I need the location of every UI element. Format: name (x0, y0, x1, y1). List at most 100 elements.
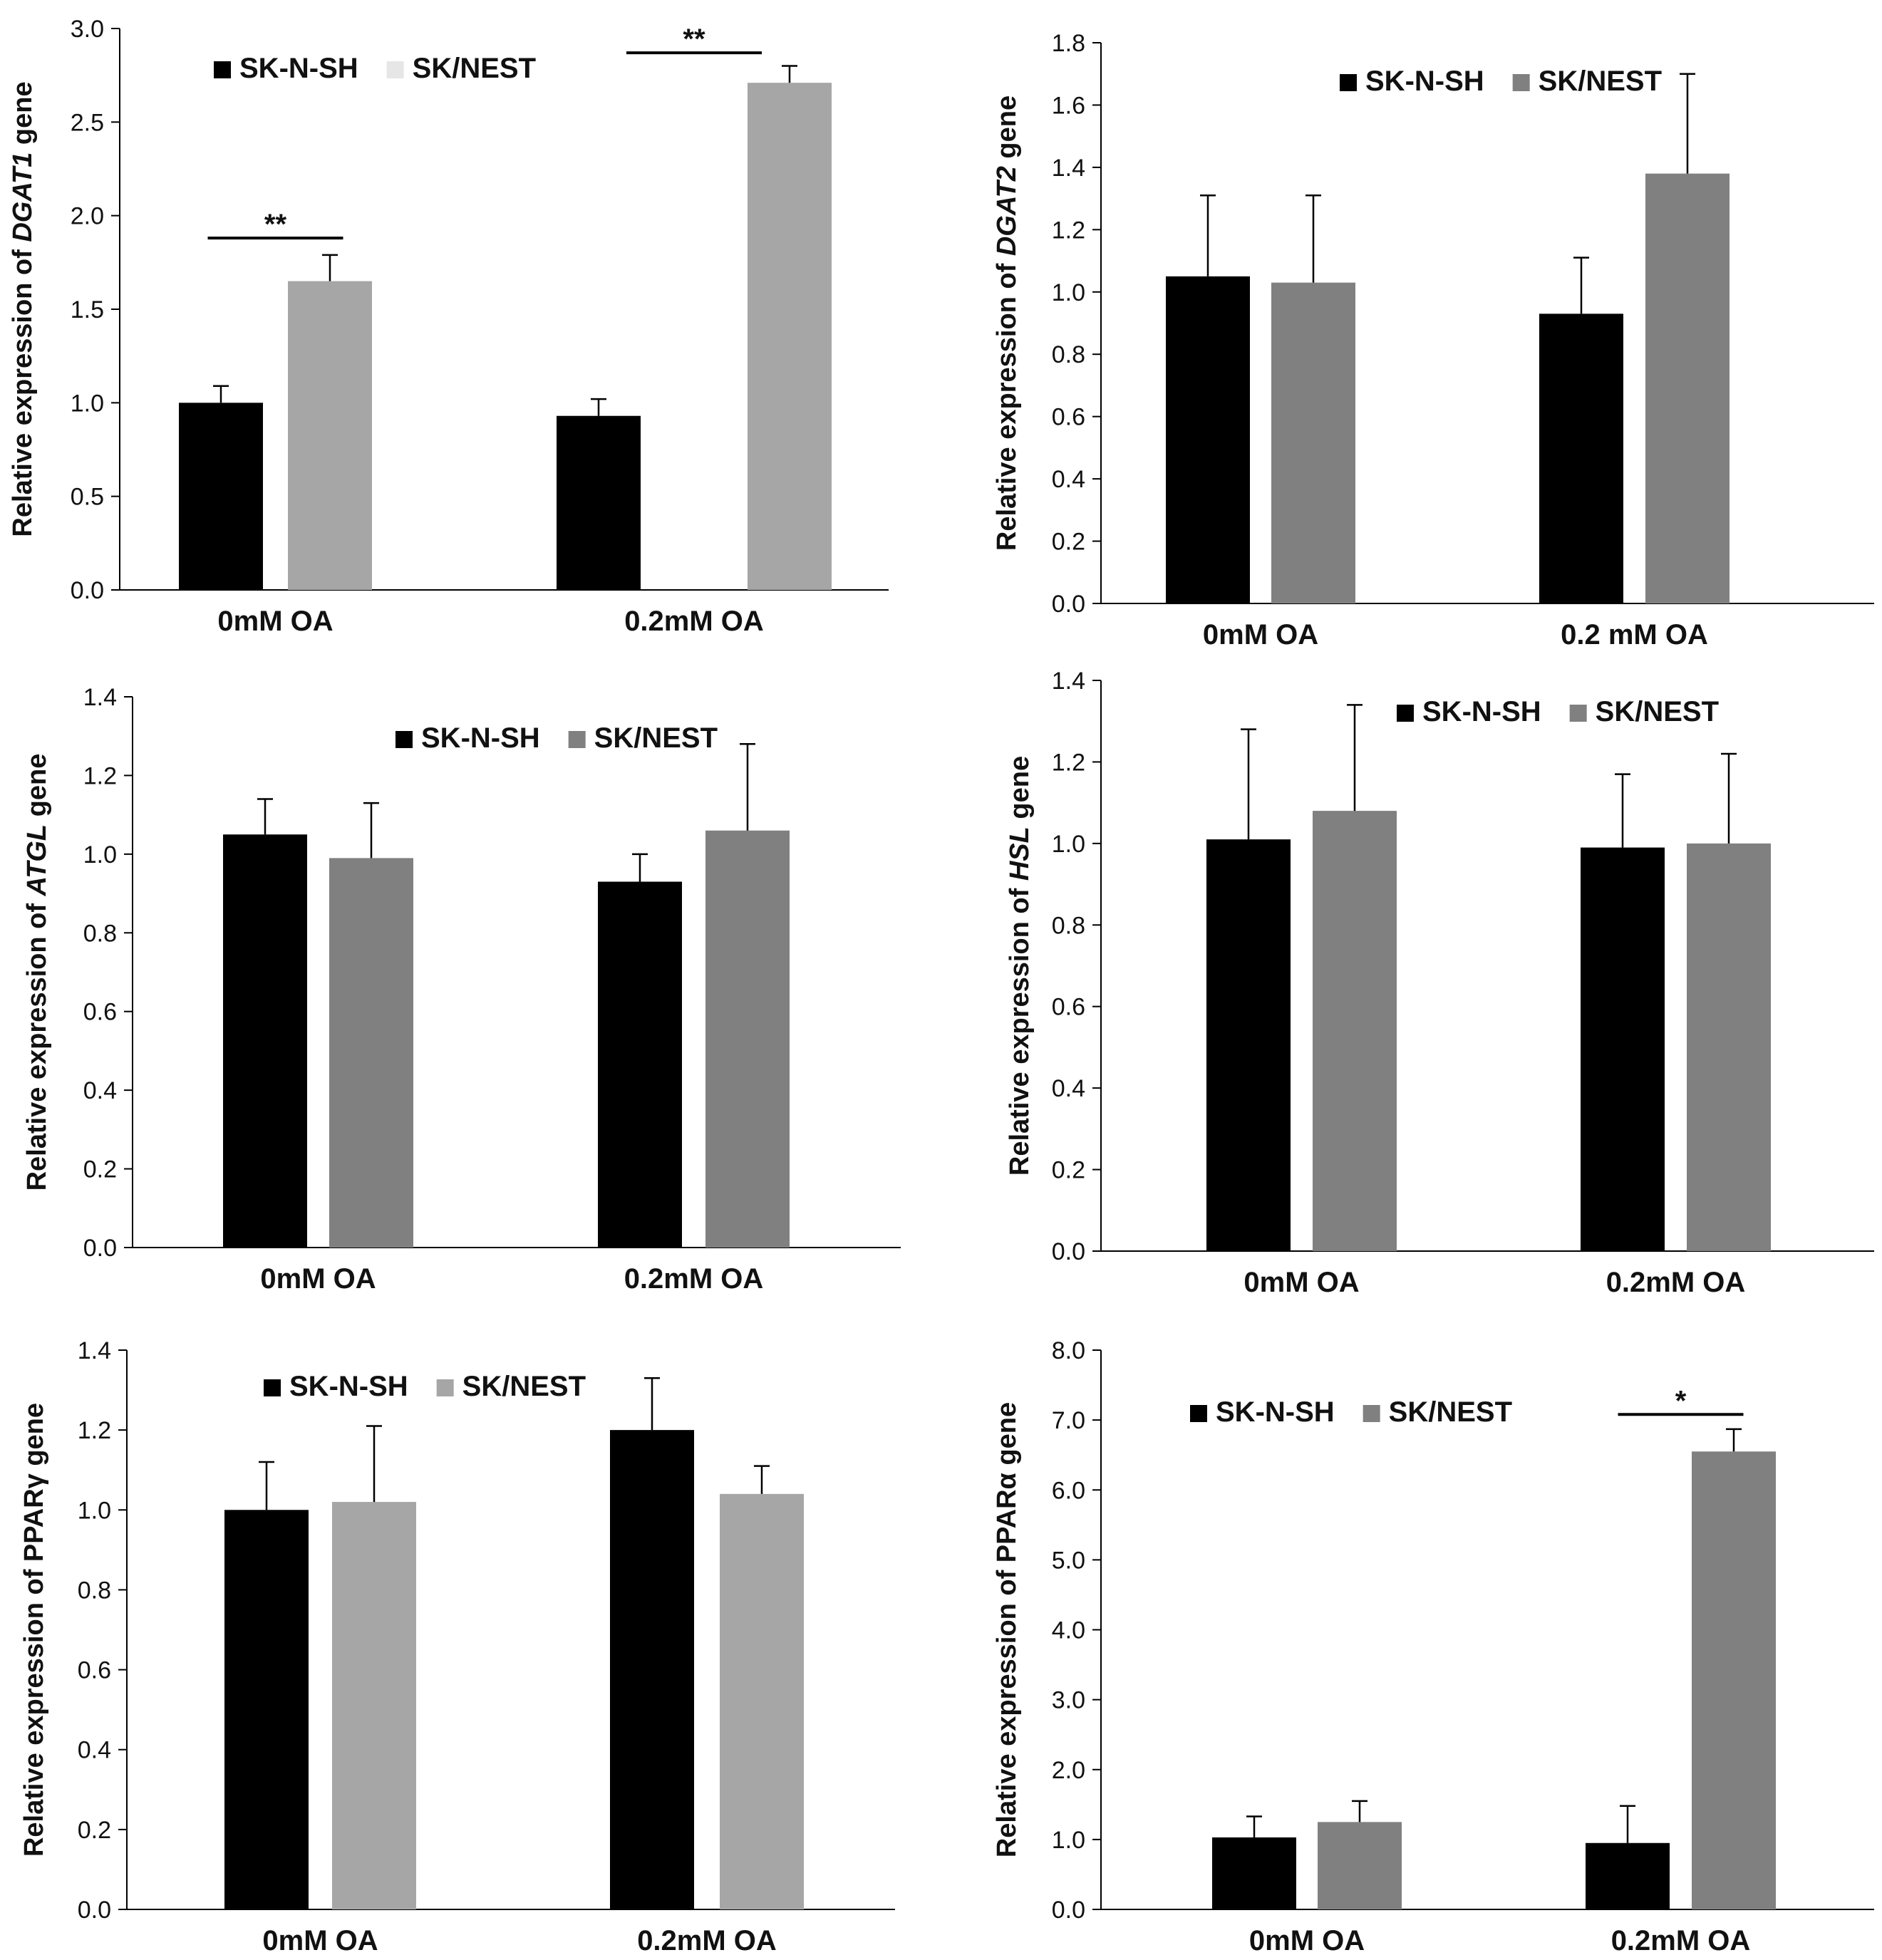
y-tick-label: 1.0 (78, 1497, 111, 1524)
y-tick-label: 0.8 (83, 920, 117, 947)
y-axis-label-gene: PPARα (992, 1473, 1022, 1562)
y-tick-label: 0.2 (1052, 529, 1085, 556)
y-tick-label: 0.4 (1052, 1075, 1085, 1102)
x-category-label: 0.2mM OA (637, 1925, 777, 1956)
y-tick-label: 0.0 (71, 577, 104, 604)
y-tick-label: 3.0 (71, 16, 104, 43)
significance-marker: ** (683, 24, 705, 55)
bar-sk-nest-1 (1645, 173, 1730, 604)
legend-label: SK/NEST (413, 53, 536, 84)
y-tick-label: 0.8 (1052, 912, 1085, 939)
y-axis-label-suffix: gene (992, 1402, 1022, 1473)
legend: SK-N-SH SK/NEST (214, 53, 536, 84)
y-axis-label-suffix: gene (22, 754, 52, 824)
y-tick-label: 0.5 (71, 484, 104, 511)
legend-label: SK-N-SH (1365, 66, 1484, 97)
y-tick-label: 1.0 (71, 390, 104, 417)
y-tick-label: 0.0 (1052, 1238, 1085, 1265)
y-tick-label: 0.6 (1052, 994, 1085, 1021)
bar-sk-nest-0 (332, 1502, 416, 1909)
y-axis-label-prefix: Relative expression of (8, 242, 38, 537)
y-tick-label: 2.0 (1052, 1757, 1085, 1784)
legend-label: SK/NEST (462, 1371, 586, 1402)
x-category-label: 0.2 mM OA (1561, 619, 1708, 650)
y-tick-label: 1.0 (1052, 831, 1085, 858)
y-tick-label: 1.4 (1052, 668, 1085, 695)
y-tick-label: 0.0 (83, 1235, 117, 1262)
y-tick-label: 0.6 (78, 1657, 111, 1684)
legend-swatch (568, 731, 586, 748)
y-axis-label-gene: ATGL (22, 824, 52, 897)
y-tick-label: 1.6 (1052, 92, 1085, 119)
x-category-label: 0.2mM OA (624, 1263, 764, 1295)
y-axis-label: Relative expression of DGAT1 gene (8, 81, 38, 536)
y-tick-label: 0.2 (83, 1156, 117, 1183)
x-category-label: 0mM OA (260, 1263, 376, 1295)
legend-swatch (386, 61, 404, 78)
chart-hsl: 0.0 0.2 0.4 0.6 0.8 1.0 1.2 1.4 Relative express… (1005, 668, 1874, 1298)
y-tick-label: 0.8 (78, 1577, 111, 1604)
y-axis-label: Relative expression of PPARα gene (992, 1402, 1022, 1857)
legend-label: SK-N-SH (289, 1371, 408, 1402)
bar-sk-n-sh-0 (1206, 839, 1291, 1251)
y-axis-label-gene: DGAT2 (992, 166, 1022, 256)
bar-sk-n-sh-0 (1212, 1837, 1296, 1909)
y-tick-label: 4.0 (1052, 1617, 1085, 1644)
y-tick-label: 1.2 (1052, 749, 1085, 776)
x-category-label: 0.2mM OA (1611, 1925, 1751, 1956)
y-tick-label: 1.0 (1052, 1827, 1085, 1854)
legend: SK-N-SH SK/NEST (1397, 696, 1719, 727)
x-category-label: 0mM OA (262, 1925, 378, 1956)
y-axis-label-prefix: Relative expression of (992, 256, 1022, 551)
legend: SK-N-SH SK/NEST (1340, 66, 1662, 97)
legend-swatch (1397, 705, 1414, 722)
chart-pparg: 0.0 0.2 0.4 0.6 0.8 1.0 1.2 1.4 Relative express… (19, 1337, 895, 1956)
chart-dgat2: 0.0 0.2 0.4 0.6 0.8 1.0 1.2 1.4 1.6 1.8 Relative e… (992, 30, 1874, 650)
significance-marker: * (1675, 1385, 1687, 1416)
y-axis-label-gene: DGAT1 (8, 152, 38, 242)
legend-swatch (1569, 705, 1587, 722)
x-category-label: 0mM OA (1244, 1267, 1359, 1298)
bar-sk-n-sh-1 (1581, 847, 1665, 1251)
y-axis-label-suffix: gene (992, 95, 1022, 166)
bar-sk-n-sh-0 (224, 1510, 309, 1909)
legend-label: SK-N-SH (239, 53, 358, 84)
y-tick-label: 3.0 (1052, 1687, 1085, 1714)
legend-label: SK/NEST (1539, 66, 1662, 97)
legend-label: SK-N-SH (1216, 1396, 1335, 1428)
y-tick-label: 1.2 (83, 762, 117, 789)
y-tick-label: 1.4 (83, 684, 117, 711)
bar-sk-nest-1 (720, 1493, 804, 1909)
y-axis-label: Relative expression of ATGL gene (22, 754, 52, 1191)
y-axis-label: Relative expression of HSL gene (1005, 756, 1035, 1176)
y-tick-label: 0.0 (1052, 1897, 1085, 1924)
significance-marker: ** (264, 209, 287, 240)
y-tick-label: 1.2 (78, 1417, 111, 1444)
y-tick-label: 0.8 (1052, 341, 1085, 368)
legend-swatch (1363, 1405, 1380, 1422)
legend-swatch (1190, 1405, 1207, 1422)
y-axis-label-prefix: Relative expression of (19, 1562, 49, 1857)
y-tick-label: 6.0 (1052, 1477, 1085, 1504)
chart-ppara: 0.0 1.0 2.0 3.0 4.0 5.0 6.0 7.0 8.0 Relative expr… (992, 1337, 1874, 1956)
y-tick-label: 1.4 (78, 1337, 111, 1364)
legend-swatch (1512, 74, 1530, 91)
y-axis-label-gene: PPARγ (19, 1473, 49, 1562)
y-tick-label: 1.0 (83, 841, 117, 868)
x-category-label: 0mM OA (1203, 619, 1318, 650)
legend-swatch (395, 731, 413, 748)
y-axis-label: Relative expression of PPARγ gene (19, 1403, 49, 1857)
bar-sk-nest-0 (1271, 282, 1355, 603)
bar-sk-nest-1 (705, 830, 790, 1248)
legend-label: SK/NEST (1389, 1396, 1512, 1428)
bar-sk-n-sh-1 (1539, 313, 1623, 603)
legend: SK-N-SH SK/NEST (264, 1371, 586, 1402)
y-tick-label: 0.4 (78, 1737, 111, 1764)
x-category-label: 0.2mM OA (624, 606, 764, 637)
y-tick-label: 7.0 (1052, 1407, 1085, 1434)
y-tick-label: 1.0 (1052, 279, 1085, 306)
y-tick-label: 5.0 (1052, 1547, 1085, 1574)
y-axis-label-suffix: gene (1005, 756, 1035, 826)
y-axis-label-prefix: Relative expression of (992, 1562, 1022, 1857)
